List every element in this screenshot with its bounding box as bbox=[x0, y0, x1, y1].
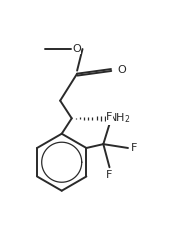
Text: F: F bbox=[106, 169, 113, 180]
Text: F: F bbox=[131, 143, 137, 153]
Text: O: O bbox=[73, 44, 81, 54]
Text: O: O bbox=[117, 65, 126, 75]
Text: NH$_2$: NH$_2$ bbox=[108, 112, 130, 125]
Text: F: F bbox=[106, 112, 113, 122]
